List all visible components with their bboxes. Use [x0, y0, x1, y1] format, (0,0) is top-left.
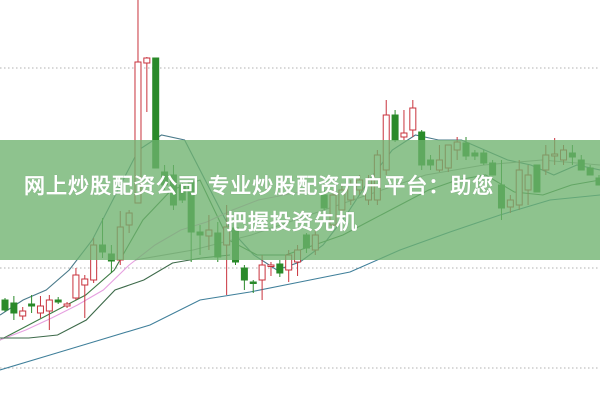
- candle-body: [28, 303, 36, 307]
- candle-body: [81, 278, 89, 286]
- candle-body: [63, 303, 71, 307]
- candle-body: [249, 281, 257, 284]
- candle-body: [258, 264, 266, 281]
- banner-title-line1: 网上炒股配资公司 专业炒股配资开户平台：助您: [24, 174, 495, 198]
- candle-body: [45, 299, 53, 312]
- candle-body: [400, 132, 408, 138]
- candle-body: [1, 299, 9, 311]
- candle-body: [276, 263, 284, 274]
- candle-body: [267, 264, 275, 267]
- candle-body: [54, 299, 62, 303]
- title-banner: 网上炒股配资公司 专业炒股配资开户平台：助您 把握投资先机: [0, 140, 600, 260]
- candle-body: [72, 274, 80, 299]
- candle-body: [409, 107, 417, 131]
- candle-body: [10, 302, 18, 314]
- candle-body: [143, 57, 151, 64]
- candle-body: [240, 267, 248, 281]
- candle-body: [19, 310, 27, 317]
- candle-body: [36, 305, 44, 314]
- banner-title-line2: 把握投资先机: [226, 210, 358, 234]
- candle-body: [391, 114, 399, 141]
